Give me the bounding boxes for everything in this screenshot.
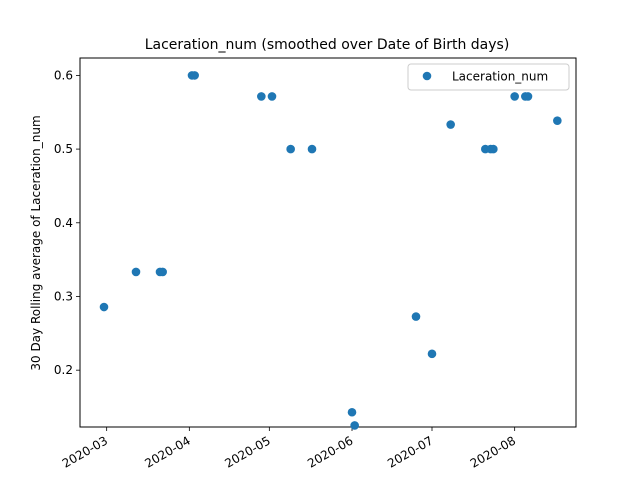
y-axis-label: 30 Day Rolling average of Laceration_num bbox=[29, 115, 43, 370]
y-tick-label: 0.3 bbox=[54, 289, 73, 303]
data-point bbox=[257, 92, 266, 101]
data-point bbox=[267, 92, 277, 101]
data-point bbox=[158, 267, 167, 277]
data-point bbox=[350, 421, 359, 430]
legend: Laceration_num bbox=[407, 63, 570, 91]
legend-box bbox=[407, 63, 570, 91]
legend-label: Laceration_num bbox=[452, 70, 548, 84]
data-point bbox=[190, 71, 199, 80]
axes-frame bbox=[79, 57, 577, 428]
data-point bbox=[510, 92, 519, 101]
y-tick-label: 0.4 bbox=[54, 216, 73, 230]
data-point bbox=[286, 144, 295, 154]
y-tick-label: 0.5 bbox=[54, 142, 73, 156]
data-point bbox=[307, 144, 317, 154]
data-point bbox=[99, 302, 109, 312]
data-point bbox=[427, 349, 437, 359]
data-point bbox=[489, 144, 498, 154]
data-point bbox=[131, 267, 141, 277]
y-tick-label: 0.6 bbox=[54, 68, 73, 82]
y-tick-label: 0.2 bbox=[54, 363, 73, 377]
data-point bbox=[446, 120, 455, 129]
data-point bbox=[553, 116, 562, 126]
data-point bbox=[347, 407, 357, 417]
chart-title: Laceration_num (smoothed over Date of Bi… bbox=[145, 37, 510, 53]
data-point bbox=[411, 312, 421, 321]
legend-marker bbox=[422, 71, 432, 81]
data-point bbox=[523, 92, 533, 101]
